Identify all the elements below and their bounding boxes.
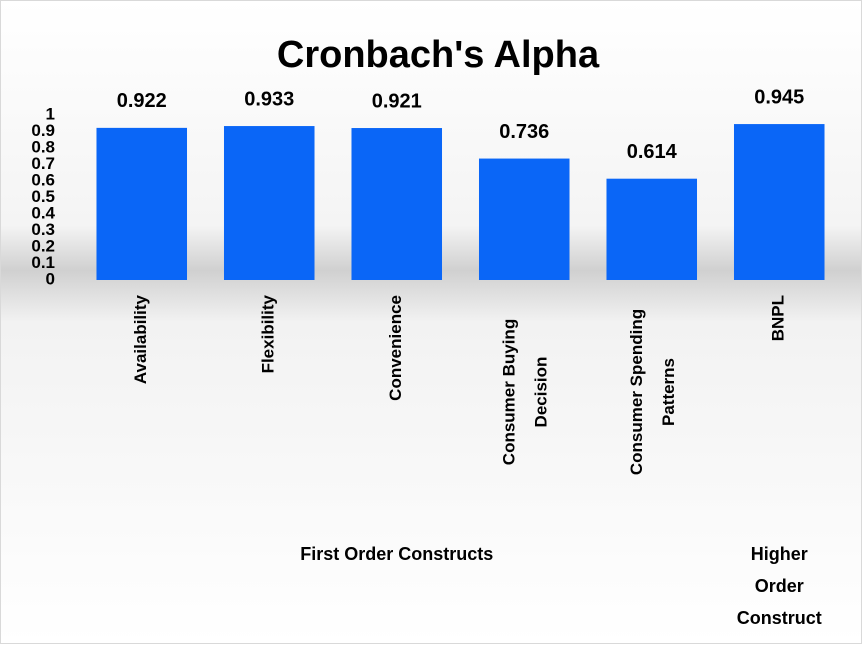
y-tick-label: 0.3 bbox=[31, 220, 55, 239]
data-label: 0.921 bbox=[372, 90, 422, 112]
x-tick-label: BNPL bbox=[769, 295, 788, 341]
bar bbox=[478, 158, 570, 280]
data-label: 0.922 bbox=[117, 90, 167, 112]
bar bbox=[223, 126, 315, 281]
y-tick-label: 0.6 bbox=[31, 170, 55, 189]
y-tick-label: 0.9 bbox=[31, 121, 55, 140]
chart-title: Cronbach's Alpha bbox=[277, 34, 600, 76]
bar bbox=[351, 128, 443, 280]
group-label: First Order Constructs bbox=[300, 544, 493, 564]
bar bbox=[96, 127, 188, 281]
y-tick-label: 0.2 bbox=[31, 236, 55, 255]
y-tick-label: 0.4 bbox=[31, 203, 55, 222]
y-tick-label: 0.1 bbox=[31, 253, 55, 272]
y-tick-label: 0 bbox=[46, 269, 55, 288]
y-tick-label: 0.5 bbox=[31, 187, 55, 206]
data-label: 0.614 bbox=[627, 141, 678, 163]
x-tick-label: Consumer Buying Decision bbox=[500, 319, 551, 465]
bar bbox=[733, 124, 825, 280]
bar bbox=[606, 178, 698, 280]
x-tick-label: Availability bbox=[131, 294, 150, 384]
x-tick-label: Convenience bbox=[386, 295, 405, 401]
y-tick-label: 0.7 bbox=[31, 154, 55, 173]
y-tick-label: 0.8 bbox=[31, 137, 55, 156]
x-tick-label: Flexibility bbox=[259, 294, 278, 373]
data-label: 0.736 bbox=[499, 121, 549, 143]
x-tick-label: Consumer Spending Patterns bbox=[627, 309, 678, 475]
y-tick-label: 1 bbox=[46, 104, 55, 123]
data-label: 0.945 bbox=[754, 86, 804, 108]
group-label: Higher Order Construct bbox=[737, 544, 822, 628]
data-label: 0.933 bbox=[244, 88, 294, 110]
